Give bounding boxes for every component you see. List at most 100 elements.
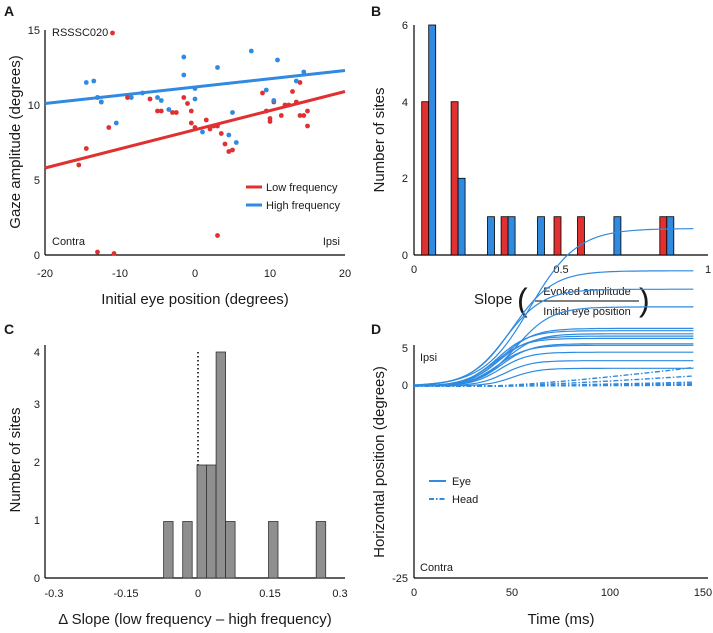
point-low-frequency bbox=[155, 108, 160, 114]
panel-a: A RSSSC020 -20 -10 0 10 20 0 5 10 15 Ini… bbox=[4, 3, 351, 308]
panel-c-xtick-label: -0.15 bbox=[113, 588, 138, 600]
point-high-frequency bbox=[301, 69, 307, 75]
panel-c-xtick-labels: -0.3 -0.15 0 0.15 0.3 bbox=[45, 588, 348, 600]
point-high-frequency bbox=[166, 107, 172, 112]
panel-d-ytick-label: 0 bbox=[402, 380, 408, 392]
panel-c-xtick-label: 0 bbox=[195, 588, 201, 600]
point-high-frequency bbox=[215, 65, 220, 70]
panel-d-ytick-label: 5 bbox=[402, 343, 408, 355]
panel-c-ytick-label: 4 bbox=[34, 347, 40, 359]
panel-a-ytick-label: 0 bbox=[34, 250, 40, 262]
point-high-frequency bbox=[230, 110, 235, 115]
panel-d-ylabel: Horizontal position (degrees) bbox=[371, 366, 388, 558]
point-low-frequency bbox=[76, 162, 82, 168]
panel-b-xtick-label: 1 bbox=[705, 264, 711, 276]
bar-high-frequency bbox=[507, 216, 516, 256]
point-low-frequency bbox=[188, 120, 194, 126]
point-low-frequency bbox=[293, 99, 299, 105]
bar-low-frequency bbox=[500, 216, 509, 256]
panel-a-xtick-label: -10 bbox=[112, 268, 128, 280]
panel-a-subject: RSSSC020 bbox=[52, 27, 108, 39]
point-low-frequency bbox=[260, 90, 265, 96]
panel-b-ytick-labels: 0 2 4 6 bbox=[402, 20, 408, 262]
panel-b-xlabel: Slope bbox=[474, 291, 512, 308]
point-high-frequency bbox=[128, 95, 134, 100]
delta-slope-bar bbox=[215, 351, 227, 579]
panel-a-ipsi-note: Ipsi bbox=[323, 236, 340, 248]
point-low-frequency bbox=[215, 123, 220, 129]
panel-b-ytick-label: 2 bbox=[402, 173, 408, 185]
point-low-frequency bbox=[286, 102, 292, 108]
panel-d-xtick-label: 50 bbox=[506, 587, 518, 599]
point-low-frequency bbox=[267, 119, 273, 124]
point-high-frequency bbox=[155, 95, 160, 100]
point-low-frequency bbox=[282, 102, 288, 108]
point-high-frequency bbox=[271, 98, 277, 103]
legend-high-frequency-label: High frequency bbox=[266, 200, 340, 212]
panel-d-traces bbox=[413, 228, 694, 387]
panel-b: B 0 0.5 1 0 2 4 6 Number of sites Slope … bbox=[371, 3, 711, 318]
point-high-frequency bbox=[275, 57, 280, 63]
panel-b-xtick-labels: 0 0.5 1 bbox=[411, 264, 711, 276]
point-low-frequency bbox=[305, 123, 310, 129]
point-low-frequency bbox=[297, 80, 303, 85]
point-low-frequency bbox=[188, 108, 194, 114]
panel-c-ytick-labels: 0 1 2 3 4 bbox=[34, 347, 40, 585]
panel-d-contra-note: Contra bbox=[420, 562, 454, 574]
panel-a-ytick-label: 15 bbox=[28, 25, 40, 37]
panel-c-bars bbox=[163, 351, 327, 579]
delta-slope-bar bbox=[268, 521, 279, 579]
panel-d-xtick-label: 100 bbox=[601, 587, 619, 599]
point-high-frequency bbox=[233, 140, 239, 145]
point-low-frequency bbox=[218, 131, 224, 136]
panel-a-ylabel: Gaze amplitude (degrees) bbox=[7, 55, 24, 228]
panel-b-ytick-label: 4 bbox=[402, 97, 408, 109]
point-low-frequency bbox=[185, 101, 190, 106]
point-high-frequency bbox=[293, 78, 299, 84]
point-low-frequency bbox=[297, 113, 303, 118]
point-low-frequency bbox=[230, 147, 235, 153]
panel-a-xtick-label: 0 bbox=[192, 268, 198, 280]
point-low-frequency bbox=[301, 113, 307, 118]
point-low-frequency bbox=[192, 125, 198, 130]
delta-slope-bar bbox=[196, 464, 207, 579]
panel-b-xtick-label: 0.5 bbox=[553, 264, 568, 276]
panel-b-bars bbox=[421, 24, 675, 256]
delta-slope-bar bbox=[206, 464, 217, 579]
panel-d-xtick-labels: 0 50 100 150 bbox=[411, 587, 712, 599]
bar-high-frequency bbox=[613, 216, 622, 256]
point-high-frequency bbox=[140, 90, 145, 96]
legend-low-frequency-label: Low frequency bbox=[266, 182, 338, 194]
point-high-frequency bbox=[91, 78, 97, 84]
panel-b-ylabel: Number of sites bbox=[371, 87, 388, 192]
point-low-frequency bbox=[305, 108, 310, 114]
panel-a-label: A bbox=[4, 3, 14, 19]
point-low-frequency bbox=[125, 95, 130, 100]
panel-b-ytick-label: 6 bbox=[402, 20, 408, 32]
point-low-frequency bbox=[111, 251, 117, 256]
point-low-frequency bbox=[203, 117, 209, 123]
point-low-frequency bbox=[173, 110, 179, 115]
panel-a-fit-lines bbox=[44, 69, 346, 170]
point-low-frequency bbox=[290, 89, 295, 94]
point-low-frequency bbox=[207, 126, 213, 132]
eye-trace bbox=[413, 327, 694, 387]
panel-d-label: D bbox=[371, 321, 381, 337]
panel-c-xlabel: Δ Slope (low frequency – high frequency) bbox=[58, 611, 332, 628]
point-high-frequency bbox=[113, 120, 119, 126]
panel-d-legend: Eye Head bbox=[429, 476, 478, 506]
point-low-frequency bbox=[147, 96, 153, 102]
delta-slope-bar bbox=[225, 521, 236, 579]
panel-c-xtick-label: 0.15 bbox=[259, 588, 280, 600]
point-high-frequency bbox=[200, 129, 205, 135]
panel-a-xtick-label: 10 bbox=[264, 268, 276, 280]
panel-d-ytick-label: -25 bbox=[392, 573, 408, 585]
bar-high-frequency bbox=[537, 216, 545, 256]
point-high-frequency bbox=[226, 132, 232, 138]
panel-c: C -0.3 -0.15 0 0.15 0.3 0 1 2 3 4 Number… bbox=[4, 321, 348, 628]
panel-c-label: C bbox=[4, 321, 14, 337]
point-high-frequency bbox=[181, 54, 187, 60]
point-low-frequency bbox=[158, 108, 164, 114]
panel-b-fraction-numerator: Evoked amplitude bbox=[543, 286, 630, 298]
bar-high-frequency bbox=[487, 216, 495, 256]
